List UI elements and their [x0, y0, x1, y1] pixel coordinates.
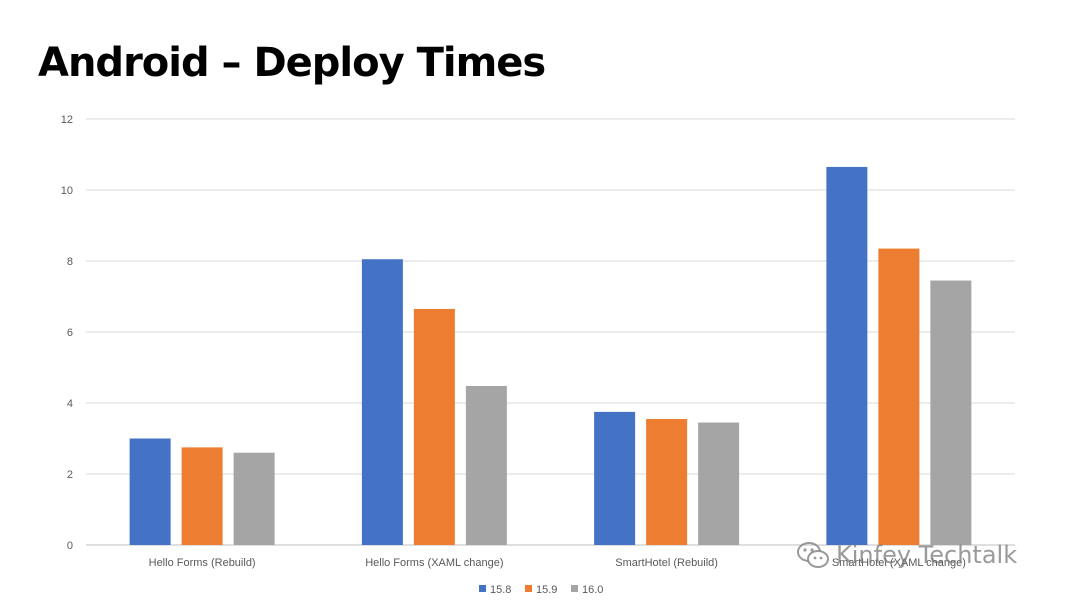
- bar: [465, 385, 507, 545]
- bar: [233, 452, 275, 545]
- legend-label: 16.0: [582, 584, 603, 596]
- x-category-label: Hello Forms (XAML change): [365, 557, 503, 569]
- x-category-label: Hello Forms (Rebuild): [149, 557, 256, 569]
- y-tick-label: 10: [61, 185, 73, 197]
- x-category-label: SmartHotel (Rebuild): [615, 557, 718, 569]
- watermark-text: Kinfey Techtalk: [836, 541, 1018, 569]
- gridlines: [86, 118, 1015, 546]
- bar: [646, 418, 688, 545]
- legend-swatch: [479, 585, 486, 592]
- legend-label: 15.8: [490, 584, 511, 596]
- y-axis-ticks: 0 2 4 6 8 10 12: [61, 114, 73, 552]
- legend: 15.8 15.9 16.0: [479, 584, 603, 596]
- slide-title: Android – Deploy Times: [38, 40, 546, 86]
- y-tick-label: 12: [61, 114, 73, 126]
- bars: [129, 166, 972, 546]
- bar: [129, 438, 171, 545]
- bar: [181, 447, 223, 545]
- y-tick-label: 0: [67, 540, 73, 552]
- wechat-icon: [796, 540, 830, 570]
- x-axis-categories: Hello Forms (Rebuild) Hello Forms (XAML c…: [149, 557, 966, 569]
- bar: [413, 308, 455, 545]
- bar: [361, 259, 403, 545]
- legend-label: 15.9: [536, 584, 557, 596]
- y-tick-label: 2: [67, 469, 73, 481]
- legend-swatch: [525, 585, 532, 592]
- bar: [698, 422, 740, 545]
- bar: [826, 166, 868, 546]
- watermark: Kinfey Techtalk: [796, 540, 1017, 570]
- legend-swatch: [571, 585, 578, 592]
- bar: [594, 411, 636, 545]
- y-tick-label: 8: [67, 256, 73, 268]
- bar: [878, 248, 920, 545]
- x-category-label: SmartHotel (XAML change): [832, 557, 966, 569]
- y-tick-label: 4: [67, 398, 73, 410]
- y-tick-label: 6: [67, 327, 73, 339]
- bar: [930, 280, 972, 545]
